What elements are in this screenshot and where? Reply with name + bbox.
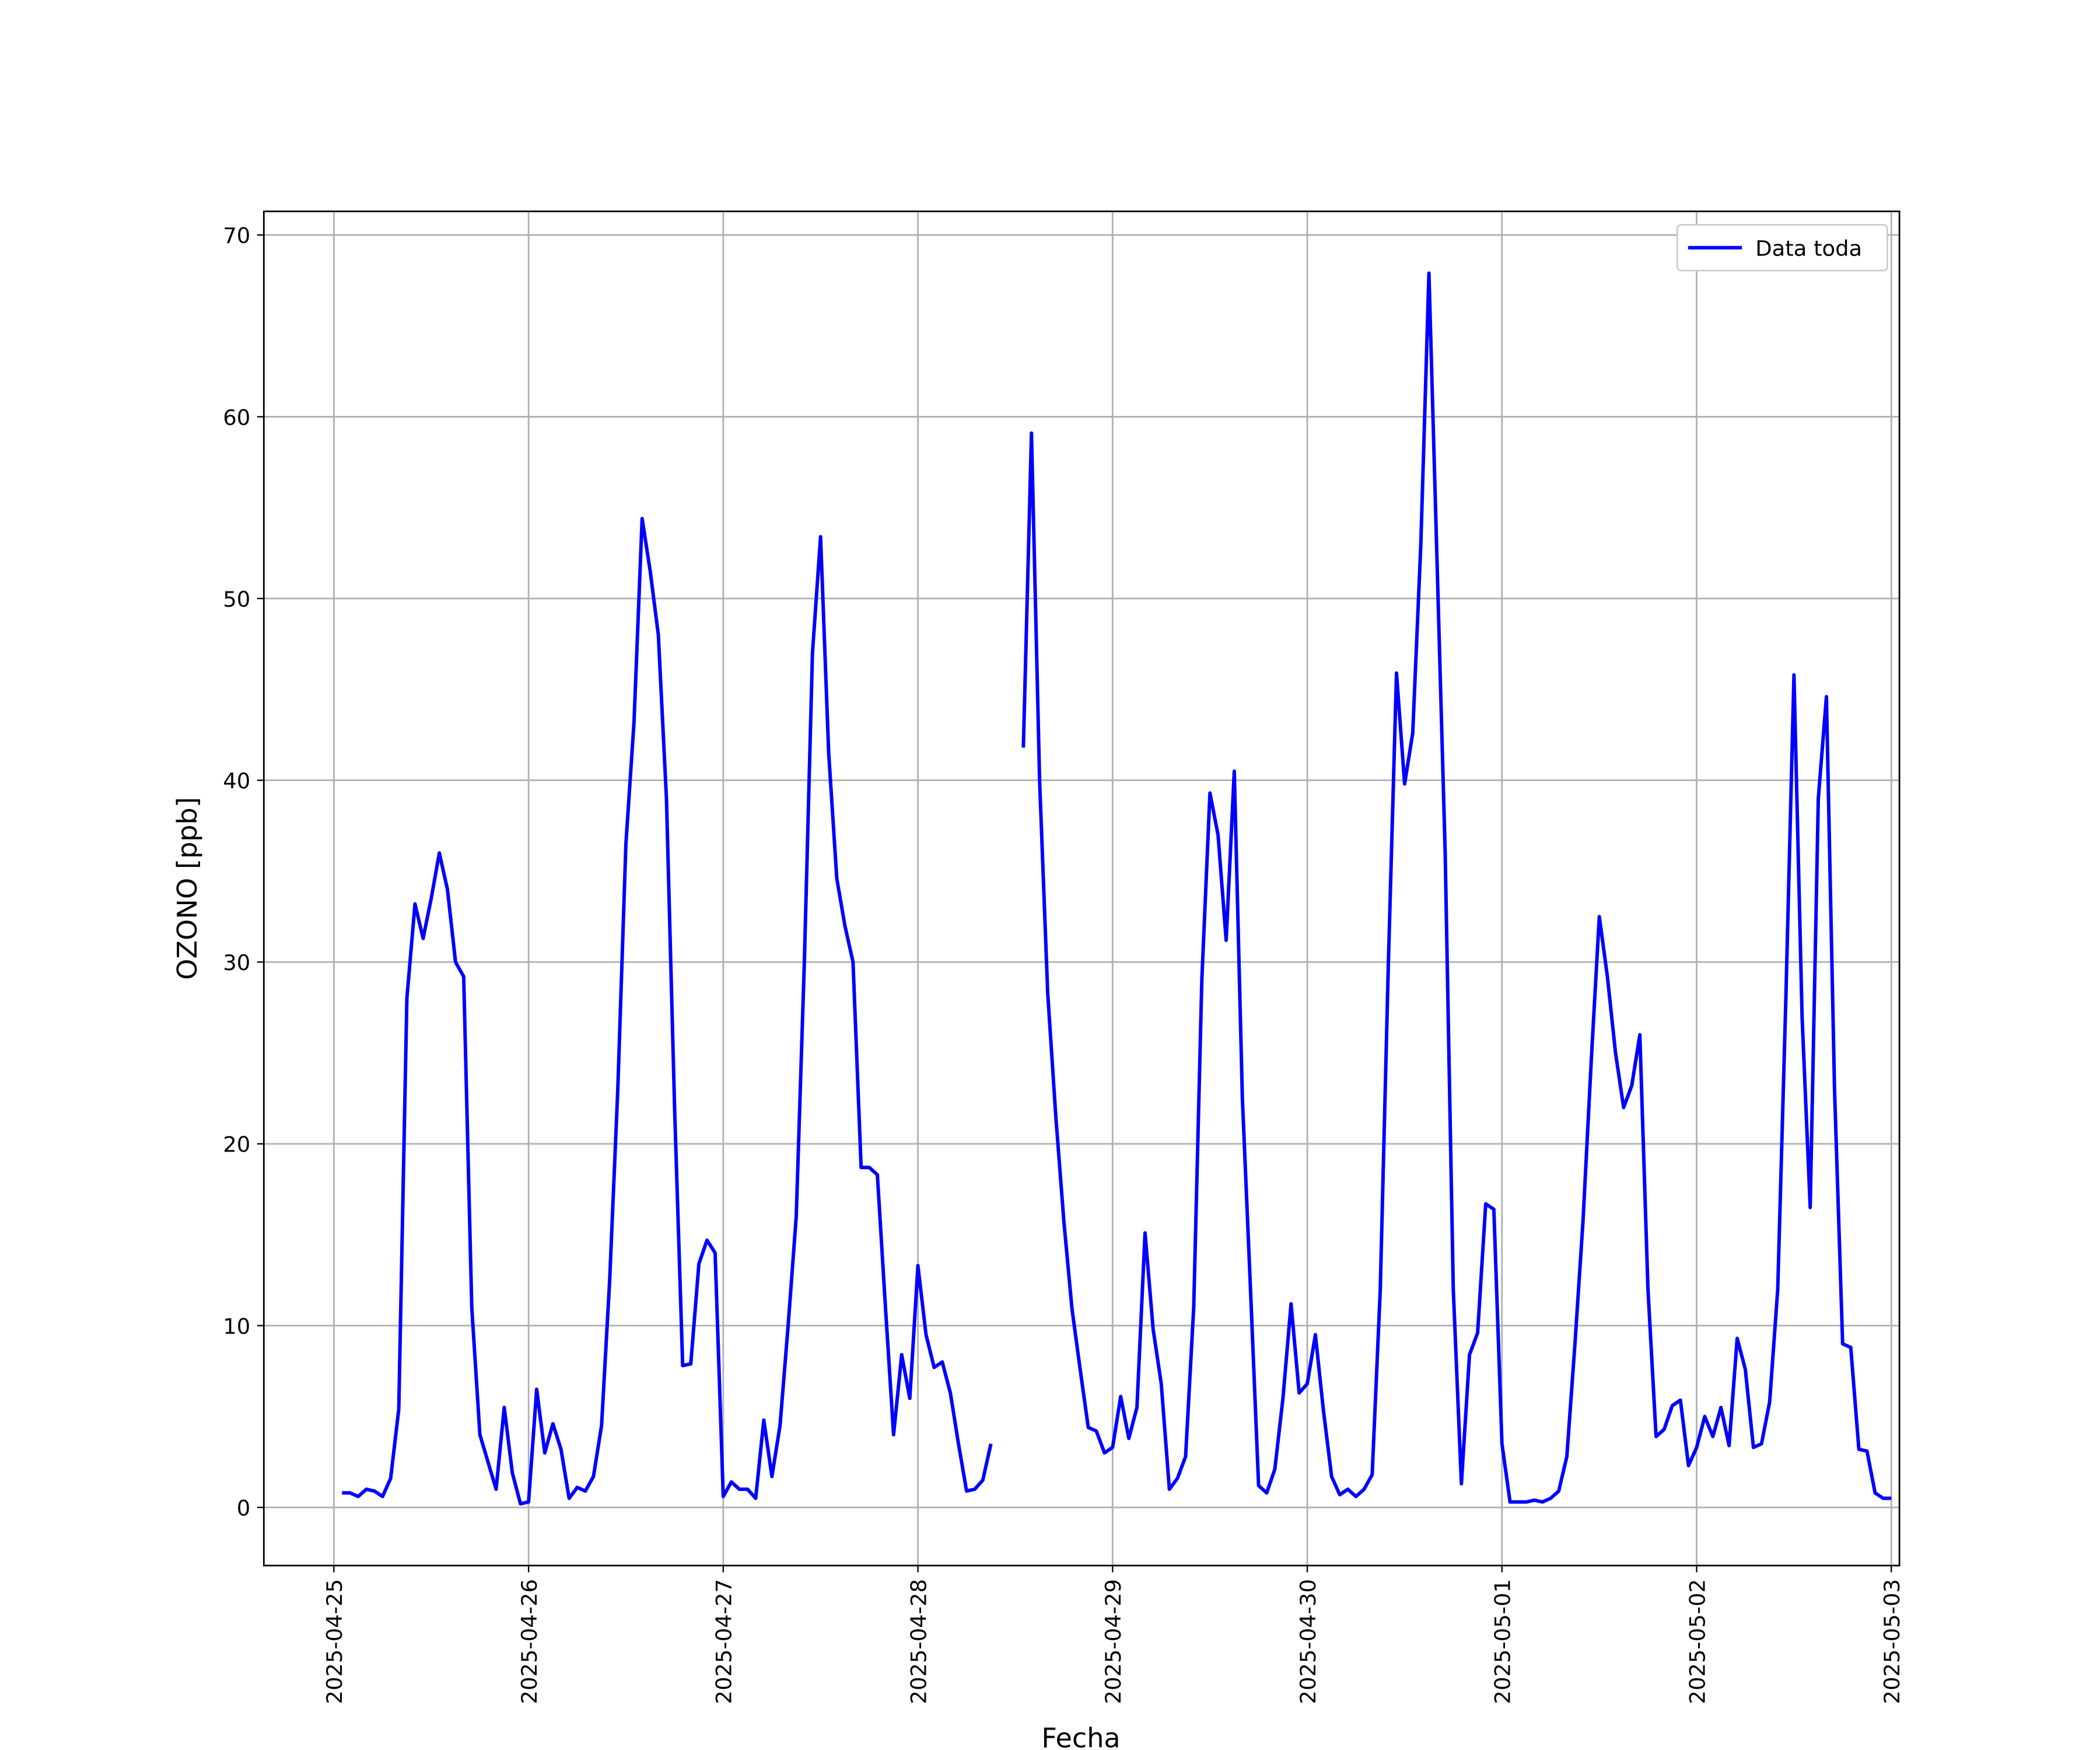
y-tick-label: 60 — [223, 405, 250, 430]
x-tick-label: 2025-04-30 — [1296, 1579, 1321, 1704]
x-tick-label: 2025-05-03 — [1880, 1579, 1905, 1704]
y-tick-label: 10 — [223, 1314, 250, 1339]
legend-box — [1676, 224, 1888, 272]
data-line — [1021, 271, 1892, 1504]
x-tick-label: 2025-04-27 — [712, 1579, 737, 1704]
legend-label: Data toda — [1755, 236, 1862, 261]
x-tick-label: 2025-04-26 — [517, 1579, 542, 1704]
x-tick-label: 2025-04-29 — [1101, 1579, 1126, 1704]
plot-frame — [262, 210, 1901, 1567]
y-tick-label: 40 — [223, 769, 250, 794]
y-axis-label: OZONO [ppb] — [172, 797, 203, 980]
y-tick-label: 50 — [223, 587, 250, 612]
x-tick-label: 2025-04-25 — [322, 1579, 347, 1704]
y-tick-label: 30 — [223, 950, 250, 975]
x-axis-label: Fecha — [1041, 1722, 1120, 1750]
x-tick-label: 2025-04-28 — [906, 1579, 931, 1704]
y-tick-label: 70 — [223, 223, 250, 249]
y-tick-label: 20 — [223, 1132, 250, 1157]
legend: Data toda — [1676, 224, 1888, 272]
x-tick-label: 2025-05-01 — [1490, 1579, 1516, 1704]
x-tick-label: 2025-05-02 — [1685, 1579, 1710, 1704]
data-line — [342, 516, 993, 1506]
y-tick-label: 0 — [237, 1496, 250, 1521]
